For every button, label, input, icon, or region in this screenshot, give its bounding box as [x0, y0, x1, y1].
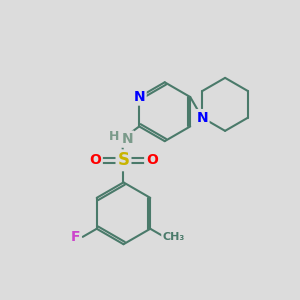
Text: N: N: [196, 111, 208, 124]
Text: CH₃: CH₃: [163, 232, 185, 242]
Text: O: O: [89, 153, 101, 167]
Text: N: N: [134, 90, 145, 104]
Text: O: O: [146, 153, 158, 167]
Text: F: F: [70, 230, 80, 244]
Text: S: S: [118, 151, 130, 169]
Text: H: H: [109, 130, 119, 143]
Text: N: N: [122, 132, 133, 146]
